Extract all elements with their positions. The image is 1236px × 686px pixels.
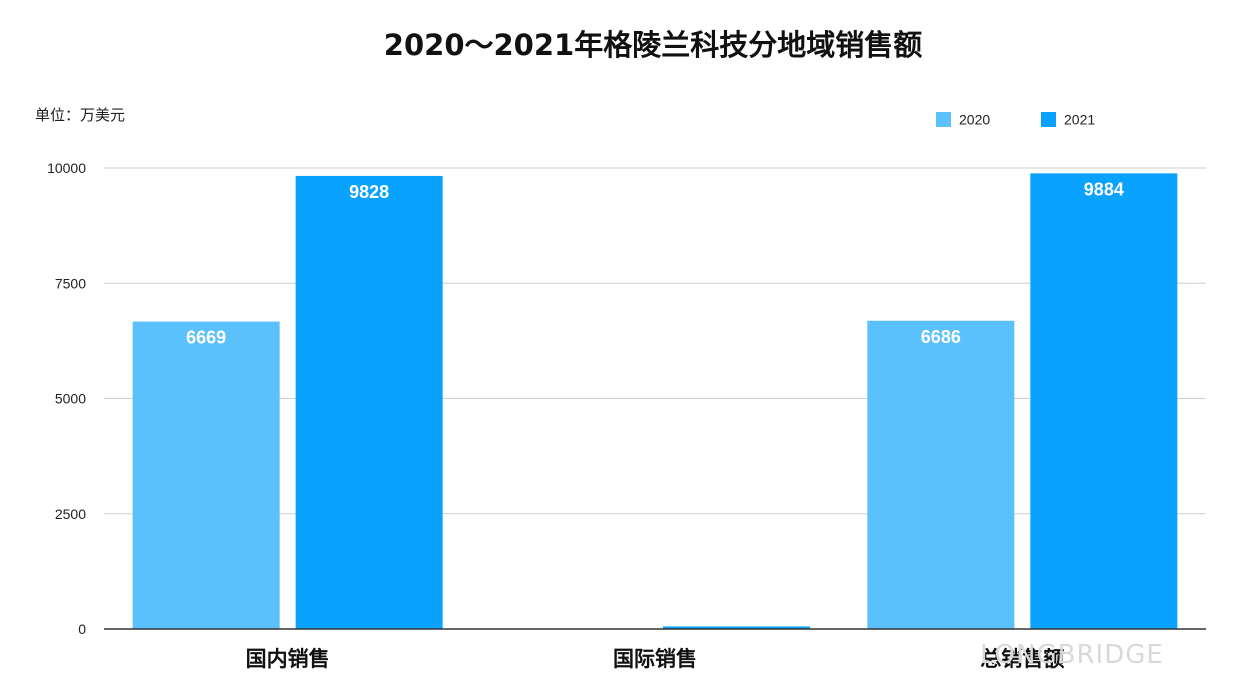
bar-总销售额-2021 [1030,173,1178,629]
bar-label-国内销售-2020: 6669 [186,328,226,348]
y-axis-ticks: 0 2500 5000 7500 10000 [47,160,86,637]
y-tick-label-0: 0 [78,621,86,637]
x-category-label-2: 总销售额 [980,647,1064,671]
bar-国内销售-2021 [295,175,443,629]
bar-value-labels: 6669 9828 6686 9884 [186,179,1124,347]
y-tick-label-2500: 2500 [55,506,86,522]
bar-label-国内销售-2021: 9828 [349,182,389,202]
y-tick-label-7500: 7500 [55,275,86,291]
bar-label-总销售额-2021: 9884 [1084,179,1124,199]
watermark: LONGBRIDGE [980,640,1164,670]
legend-item-2020: 2020 [936,110,990,127]
y-tick-label-10000: 10000 [47,160,86,176]
y-tick-label-5000: 5000 [55,391,86,407]
legend-label-2021: 2021 [1064,111,1096,128]
legend-swatch-2020 [936,111,951,127]
legend-item-2021: 2021 [1041,110,1095,127]
chart-title: 2020～2021年格陵兰科技分地域销售额 [383,28,923,62]
x-category-label-1: 国际销售 [613,647,697,671]
unit-label: 单位：万美元 [35,106,126,124]
x-category-label-0: 国内销售 [246,647,330,671]
bar-总销售额-2020 [867,320,1015,629]
legend-label-2020: 2020 [959,111,991,128]
bar-国内销售-2020 [132,321,280,629]
legend-swatch-2021 [1041,111,1056,127]
bar-国际销售-2021 [663,626,810,629]
gridlines [104,167,1206,515]
x-axis-categories: 国内销售 国际销售 总销售额 [246,647,1065,671]
bars [132,173,1178,629]
bar-label-总销售额-2020: 6686 [921,327,961,347]
